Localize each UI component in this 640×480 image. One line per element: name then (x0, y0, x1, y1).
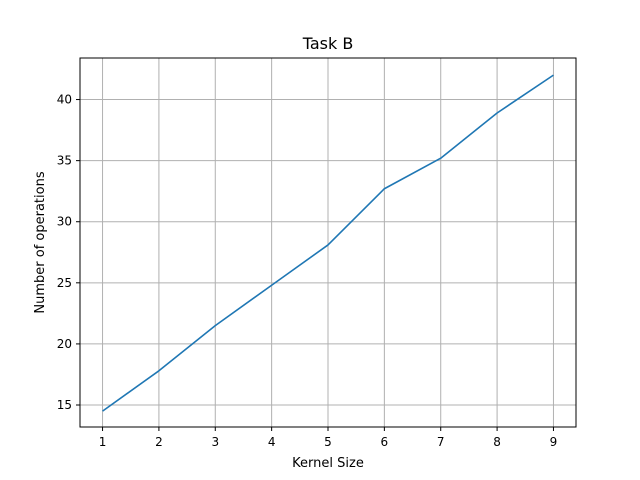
y-tick-label: 40 (57, 93, 72, 107)
y-tick-label: 25 (57, 276, 72, 290)
y-tick-label: 35 (57, 154, 72, 168)
x-tick-label: 3 (211, 435, 219, 449)
x-tick-label: 7 (437, 435, 445, 449)
grid-lines (80, 58, 576, 427)
y-axis-ticks: 15 20 25 30 35 40 (57, 93, 80, 412)
y-tick-label: 30 (57, 215, 72, 229)
y-tick-label: 20 (57, 337, 72, 351)
series-layer (102, 74, 554, 412)
series-line (102, 74, 554, 412)
x-tick-label: 2 (155, 435, 163, 449)
x-axis-label: Kernel Size (292, 456, 364, 471)
x-tick-label: 1 (99, 435, 107, 449)
y-axis-label: Number of operations (33, 171, 48, 313)
y-tick-label: 15 (57, 398, 72, 412)
x-axis-ticks: 1 2 3 4 5 6 7 8 9 (99, 427, 558, 449)
x-tick-label: 8 (493, 435, 501, 449)
x-tick-label: 5 (324, 435, 332, 449)
chart-title: Task B (302, 34, 354, 53)
x-tick-label: 6 (381, 435, 389, 449)
x-tick-label: 4 (268, 435, 276, 449)
x-tick-label: 9 (550, 435, 558, 449)
